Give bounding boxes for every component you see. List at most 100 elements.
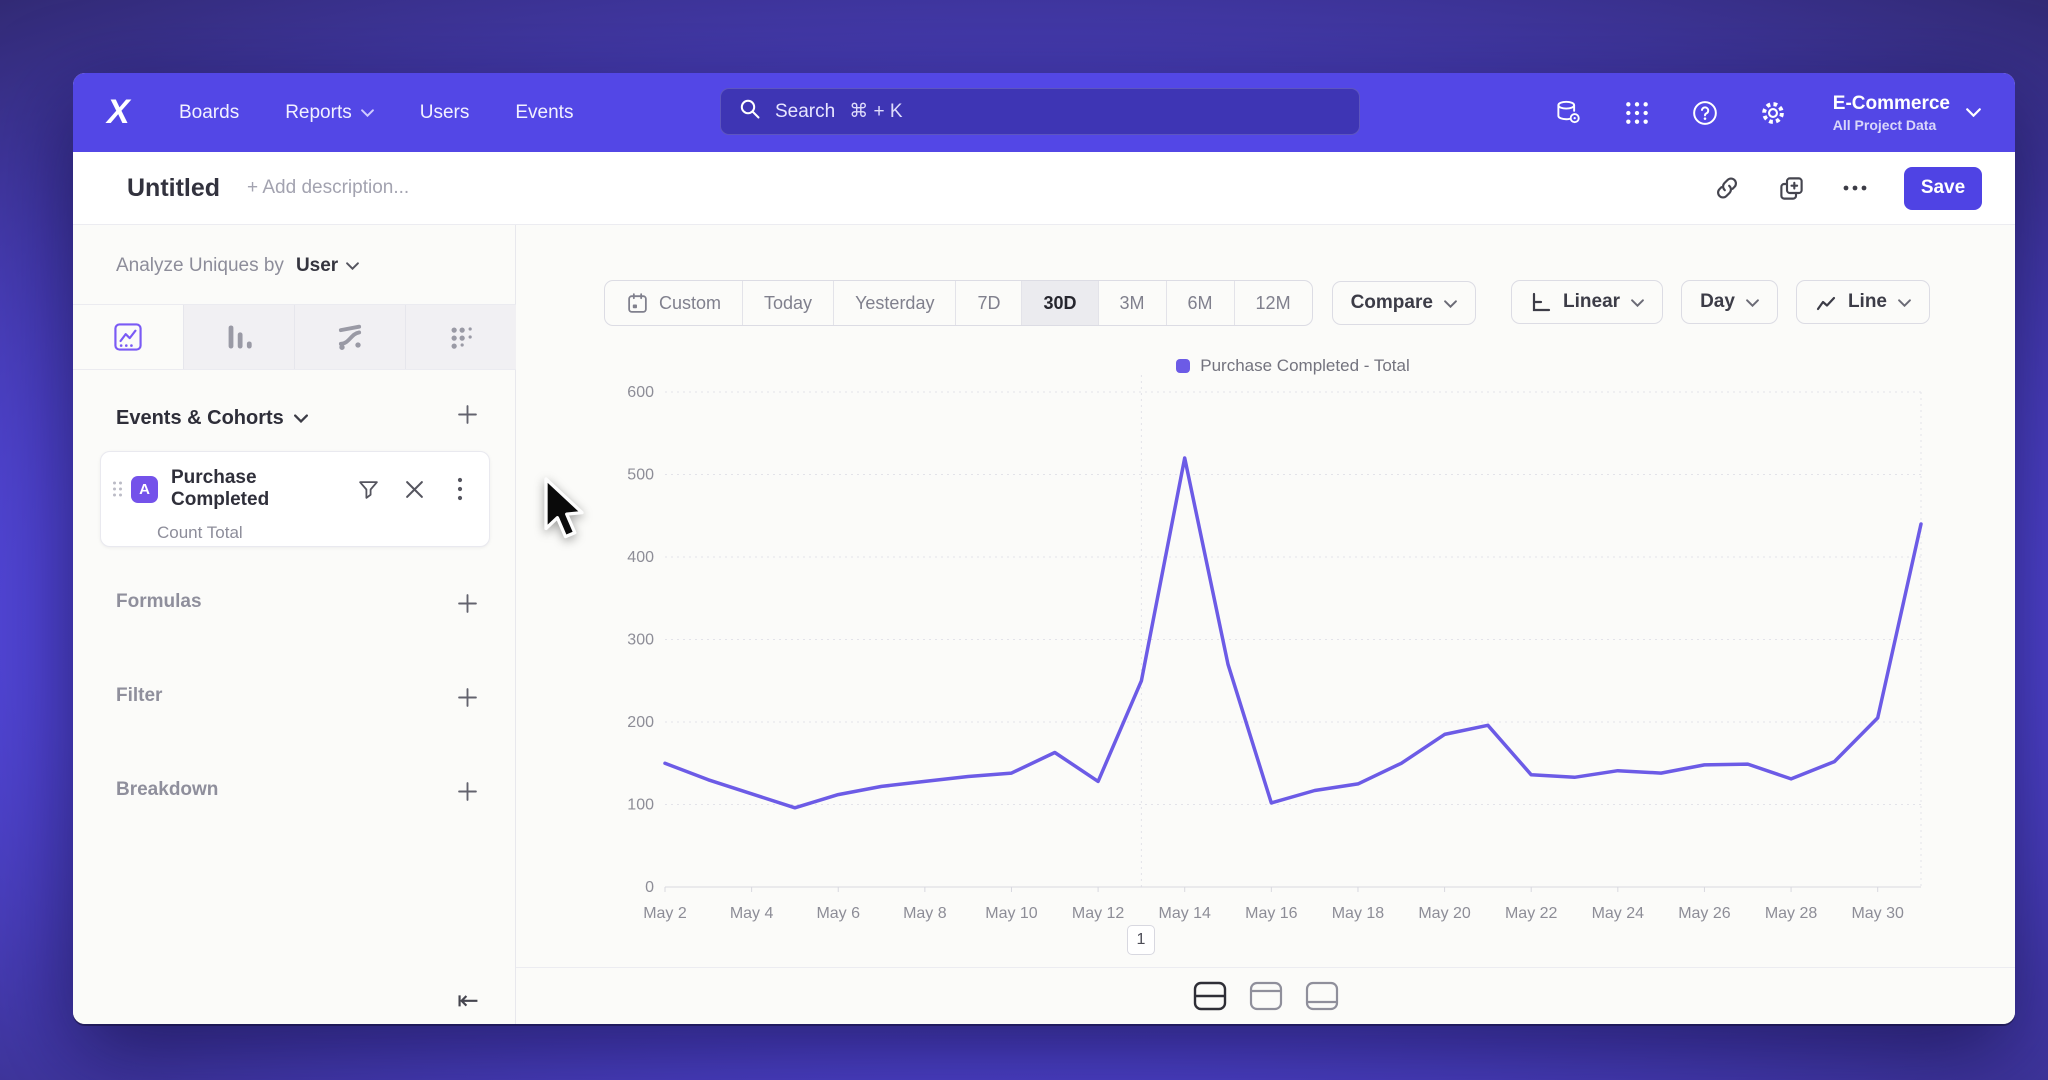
- nav-item-boards[interactable]: Boards: [179, 101, 240, 123]
- legend-label: Purchase Completed - Total: [1200, 356, 1410, 375]
- svg-text:500: 500: [627, 467, 654, 484]
- chart-type-dropdown[interactable]: Line: [1795, 280, 1930, 324]
- svg-text:May 4: May 4: [730, 905, 774, 922]
- filter-funnel-icon[interactable]: [357, 478, 379, 500]
- drag-handle-icon[interactable]: [111, 479, 125, 499]
- duplicate-icon[interactable]: [1776, 173, 1806, 203]
- add-formulas-button[interactable]: [452, 588, 482, 618]
- report-type-tabs: [73, 304, 516, 370]
- event-options-icon[interactable]: [449, 477, 471, 501]
- search-placeholder: Search: [775, 100, 836, 122]
- line-chart[interactable]: 0 100 200 300 400 500 600 May 2 May 4 May 6 May 8 M…: [516, 225, 2014, 1024]
- chart-panel: Custom Today Yesterday 7D 30D 3M 6M 12M Compare…: [516, 225, 2015, 1024]
- chart-controls: Linear Day Line: [1511, 280, 1930, 324]
- range-30d[interactable]: 30D: [1022, 281, 1099, 325]
- retention-dots-icon: [451, 327, 472, 349]
- events-cohorts-label: Events & Cohorts: [116, 407, 284, 429]
- layout-split-horizontal-icon[interactable]: [1190, 978, 1230, 1014]
- range-group: Custom Today Yesterday 7D 30D 3M 6M 12M: [604, 280, 1313, 326]
- section-formulas: Formulas: [73, 583, 516, 623]
- svg-text:May 30: May 30: [1851, 905, 1904, 922]
- chevron-down-icon: [346, 262, 360, 270]
- calendar-icon: [628, 292, 647, 313]
- layout-toolbar: [516, 967, 2015, 1024]
- tab-flows[interactable]: [295, 305, 406, 369]
- report-titlebar: Untitled + Add description... Save: [73, 152, 2015, 225]
- section-label: Filter: [116, 685, 163, 706]
- analyze-prefix-label: Analyze Uniques by: [116, 255, 284, 276]
- linear-scale-icon: [1532, 292, 1551, 312]
- settings-icon[interactable]: [1759, 99, 1787, 127]
- query-builder-sidebar: Analyze Uniques by User: [73, 225, 516, 1024]
- data-management-icon[interactable]: [1555, 99, 1583, 127]
- layout-panel-top-icon[interactable]: [1246, 978, 1286, 1014]
- add-filter-button[interactable]: [452, 682, 482, 712]
- add-description-field[interactable]: + Add description...: [247, 177, 410, 198]
- analyze-uniques-dropdown[interactable]: Analyze Uniques by User: [116, 255, 360, 277]
- event-card[interactable]: A Purchase Completed Count T: [100, 451, 490, 547]
- event-letter-badge: A: [131, 475, 158, 503]
- section-label: Breakdown: [116, 779, 219, 800]
- range-custom[interactable]: Custom: [605, 281, 744, 325]
- section-label: Formulas: [116, 591, 202, 612]
- chevron-down-icon: [293, 414, 308, 423]
- search-input[interactable]: Search ⌘ + K: [720, 88, 1360, 135]
- project-switcher[interactable]: E-Commerce All Project Data: [1833, 93, 1981, 133]
- svg-text:May 16: May 16: [1245, 905, 1298, 922]
- scale-dropdown[interactable]: Linear: [1511, 280, 1664, 324]
- interval-dropdown[interactable]: Day: [1681, 280, 1778, 324]
- tab-funnels[interactable]: [184, 305, 295, 369]
- layout-panel-bottom-icon[interactable]: [1302, 978, 1342, 1014]
- tab-insights[interactable]: [73, 305, 184, 369]
- line-chart-icon: [1816, 296, 1836, 311]
- insights-line-chart-icon: [114, 323, 142, 351]
- svg-text:May 10: May 10: [985, 905, 1038, 922]
- range-7d[interactable]: 7D: [956, 281, 1023, 325]
- range-yesterday[interactable]: Yesterday: [834, 281, 957, 325]
- add-event-button[interactable]: [452, 399, 482, 429]
- add-breakdown-button[interactable]: [452, 776, 482, 806]
- help-icon[interactable]: [1691, 99, 1719, 127]
- navbar-right: E-Commerce All Project Data: [1555, 73, 1981, 152]
- svg-text:May 24: May 24: [1592, 905, 1645, 922]
- tab-retention[interactable]: [406, 305, 516, 369]
- more-icon[interactable]: [1840, 173, 1870, 203]
- events-cohorts-header[interactable]: Events & Cohorts: [116, 407, 308, 430]
- svg-text:400: 400: [627, 549, 654, 566]
- apps-grid-icon[interactable]: [1623, 99, 1651, 127]
- legend-swatch: [1176, 359, 1191, 373]
- search-icon: [739, 98, 761, 125]
- event-name: Purchase Completed: [171, 467, 270, 510]
- range-6m[interactable]: 6M: [1167, 281, 1235, 325]
- date-range-toolbar: Custom Today Yesterday 7D 30D 3M 6M 12M Compare: [604, 280, 1476, 326]
- nav-items: Boards Reports Users Events: [179, 102, 573, 124]
- svg-text:May 14: May 14: [1158, 905, 1211, 922]
- collapse-sidebar-icon[interactable]: ⇤: [457, 984, 479, 1015]
- section-filter: Filter: [73, 677, 516, 717]
- report-title[interactable]: Untitled: [127, 173, 221, 202]
- event-card-icons: [357, 477, 471, 501]
- copy-link-icon[interactable]: [1712, 173, 1742, 203]
- range-12m[interactable]: 12M: [1235, 281, 1312, 325]
- range-today[interactable]: Today: [743, 281, 835, 325]
- project-subtitle: All Project Data: [1832, 116, 1937, 133]
- chevron-down-icon: [1898, 291, 1911, 313]
- nav-item-reports[interactable]: Reports: [285, 102, 374, 124]
- remove-event-icon[interactable]: [403, 478, 425, 500]
- svg-text:May 6: May 6: [816, 905, 860, 922]
- range-3m[interactable]: 3M: [1099, 281, 1167, 325]
- bar-chart-icon: [228, 325, 252, 349]
- svg-text:100: 100: [627, 797, 654, 814]
- svg-text:May 8: May 8: [903, 905, 947, 922]
- app-window: X Boards Reports Users Events Search ⌘ + K: [73, 73, 2015, 1024]
- svg-text:May 22: May 22: [1505, 905, 1558, 922]
- nav-item-events[interactable]: Events: [515, 101, 574, 123]
- mixpanel-logo-icon[interactable]: X: [107, 93, 130, 131]
- interval-label: Day: [1700, 291, 1735, 312]
- compare-button[interactable]: Compare: [1331, 281, 1476, 325]
- event-aggregation[interactable]: Count Total: [157, 523, 243, 542]
- nav-item-users[interactable]: Users: [419, 101, 470, 123]
- save-button[interactable]: Save: [1904, 166, 1982, 210]
- page-indicator[interactable]: 1: [1127, 925, 1155, 955]
- chevron-down-icon: [1631, 291, 1644, 313]
